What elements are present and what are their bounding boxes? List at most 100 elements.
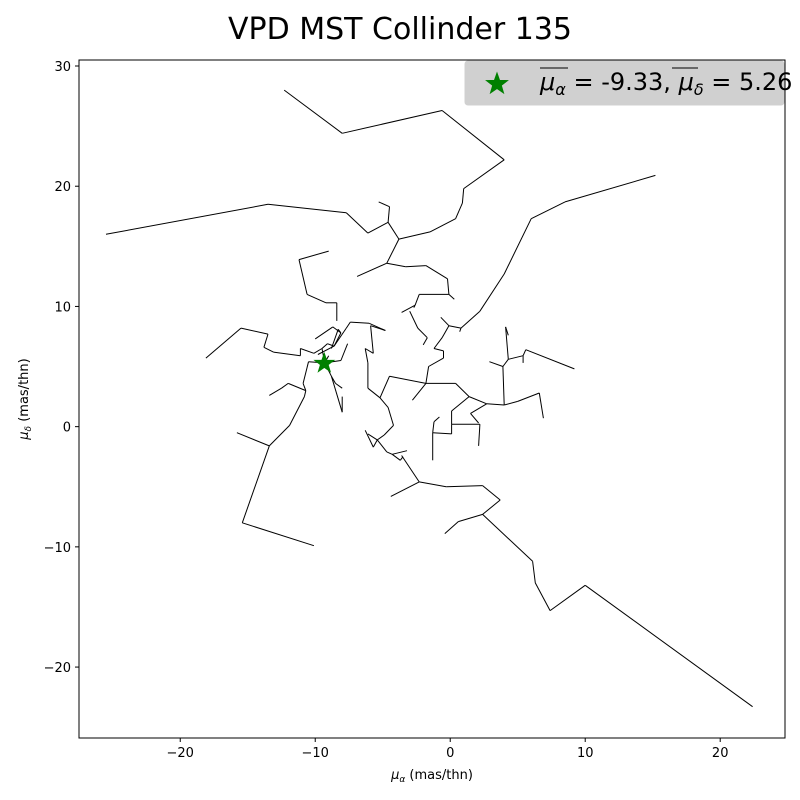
mst-edge xyxy=(330,376,343,413)
mst-edge xyxy=(376,439,388,453)
mst-edge xyxy=(372,439,378,448)
x-tick-label: −20 xyxy=(167,746,194,761)
y-axis-ticks: −20 −10 0 10 20 30 xyxy=(44,60,79,676)
mst-edge xyxy=(482,514,533,562)
mst-edge xyxy=(367,433,378,441)
mst-edge xyxy=(313,348,323,354)
mst-edge xyxy=(417,327,428,339)
mst-edge xyxy=(432,432,452,435)
mst-edge xyxy=(298,250,329,261)
legend-sub-delta: δ xyxy=(694,80,704,99)
mst-edge xyxy=(530,201,566,220)
mst-edge xyxy=(289,396,305,426)
mst-edge xyxy=(486,403,505,406)
mst-edge xyxy=(364,348,369,363)
mst-edge xyxy=(383,425,394,436)
mst-edge xyxy=(300,348,315,354)
mst-edge xyxy=(242,522,315,547)
mst-edge xyxy=(455,383,470,397)
legend: μα = -9.33, μδ = 5.26 xyxy=(464,60,792,106)
mst-edge xyxy=(414,294,420,306)
mst-edge xyxy=(459,327,462,332)
legend-value-alpha: = -9.33, xyxy=(566,68,679,96)
mst-edge xyxy=(241,445,270,523)
mst-edge xyxy=(504,400,518,406)
mst-edge xyxy=(236,432,270,447)
mst-edge xyxy=(387,206,390,223)
mst-edge xyxy=(386,451,393,455)
mst-edge xyxy=(345,212,369,234)
mst-edge xyxy=(441,110,505,161)
mst-edge xyxy=(379,375,390,399)
mean-star-marker xyxy=(313,351,336,373)
mst-edge xyxy=(356,262,388,277)
mst-edge xyxy=(503,218,532,275)
mst-edge xyxy=(458,513,483,523)
mst-edge xyxy=(502,358,509,367)
mst-edges xyxy=(105,89,753,708)
plot-frame xyxy=(78,59,786,739)
legend-box xyxy=(464,60,785,106)
mst-edge xyxy=(425,366,430,384)
mst-edge xyxy=(549,584,586,612)
mst-edge xyxy=(314,326,334,340)
mst-edge xyxy=(433,348,444,352)
mean-point xyxy=(313,351,336,373)
mst-edge xyxy=(479,273,505,312)
mst-edge xyxy=(470,403,487,414)
mst-edge xyxy=(240,327,269,335)
mst-edge xyxy=(283,89,343,134)
mst-edge xyxy=(522,349,527,356)
mst-edge xyxy=(502,366,505,406)
mst-edge xyxy=(386,262,406,268)
mst-edge xyxy=(482,485,501,501)
mst-edge xyxy=(302,361,309,384)
mst-edge xyxy=(419,481,447,488)
mst-edge xyxy=(342,110,443,134)
mst-edge xyxy=(267,203,347,214)
mst-edge xyxy=(387,222,400,240)
mst-edge xyxy=(489,361,504,367)
mst-edge xyxy=(444,521,459,534)
mst-edge xyxy=(298,259,308,295)
y-tick-label: −20 xyxy=(44,661,71,676)
mst-edge xyxy=(508,355,524,360)
y-tick-label: 20 xyxy=(54,180,71,195)
mst-edge xyxy=(263,346,274,353)
mst-edge xyxy=(302,383,307,391)
mst-edge xyxy=(482,499,501,515)
mst-edge xyxy=(448,294,455,300)
mst-edge xyxy=(364,430,374,448)
y-tick-label: 30 xyxy=(54,60,71,75)
mst-edge xyxy=(389,375,426,384)
mst-edge xyxy=(345,321,351,329)
mst-edge xyxy=(463,159,505,190)
mst-edge xyxy=(368,322,386,331)
mst-edge xyxy=(447,278,450,295)
mst-edge xyxy=(422,337,428,346)
legend-mu-alpha: μ xyxy=(539,68,555,96)
mst-edge xyxy=(429,218,456,233)
mst-edge xyxy=(333,332,342,347)
y-tick-label: −10 xyxy=(44,541,71,556)
mst-edge xyxy=(412,383,427,401)
y-tick-label: 0 xyxy=(63,421,71,436)
mst-edge xyxy=(269,387,282,396)
mst-edge xyxy=(263,333,269,348)
mst-edge xyxy=(538,392,544,419)
mst-edge xyxy=(268,425,290,447)
mst-edge xyxy=(532,561,536,583)
mst-edge xyxy=(387,407,394,426)
mst-edge xyxy=(470,413,479,424)
mst-edge xyxy=(105,203,269,235)
mst-edge xyxy=(303,390,307,397)
mst-edge xyxy=(440,316,450,327)
mst-edge xyxy=(478,424,481,446)
mst-edge xyxy=(460,310,481,329)
mst-edge xyxy=(401,304,416,313)
mst-edge xyxy=(461,188,465,204)
mst-edge xyxy=(281,382,289,389)
x-tick-label: −10 xyxy=(302,746,329,761)
mst-edge xyxy=(306,293,327,304)
